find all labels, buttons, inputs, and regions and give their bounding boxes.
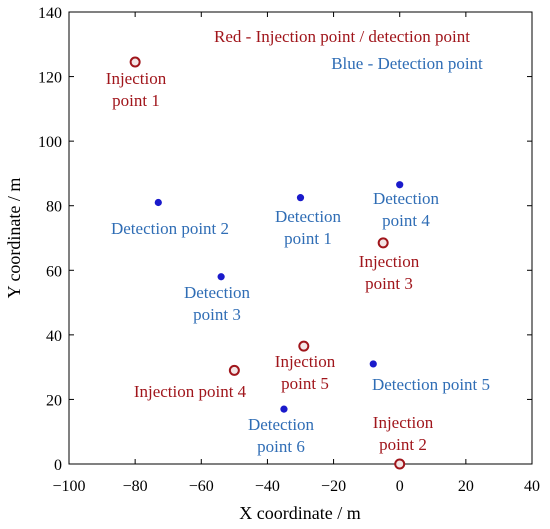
y-tick-label: 120 (38, 70, 62, 87)
injection-point-marker (228, 364, 240, 376)
detection-point-label: point 4 (382, 211, 430, 230)
injection-point-marker (129, 56, 141, 68)
injection-point-label: point 5 (281, 374, 329, 393)
y-tick-label: 60 (46, 263, 62, 280)
plot-frame (68, 11, 533, 465)
x-tick-label: −40 (255, 478, 280, 495)
detection-point-label: Detection point 2 (111, 219, 229, 238)
x-tick-label: 40 (524, 478, 540, 495)
y-tick-label: 20 (46, 392, 62, 409)
x-tick-label: −100 (52, 478, 85, 495)
detection-point-marker (280, 405, 288, 413)
x-axis-title: X coordinate / m (239, 503, 360, 523)
y-tick-label: 80 (46, 199, 62, 216)
detection-point-label: point 3 (193, 305, 241, 324)
detection-point-marker (296, 194, 305, 202)
y-tick-label: 100 (38, 134, 62, 151)
detection-point-label: Detection (373, 189, 440, 208)
y-tick-label: 140 (38, 5, 62, 22)
y-tick-label: 0 (54, 457, 62, 474)
injection-point-marker (394, 458, 406, 470)
injection-point-label: Injection (275, 352, 336, 371)
y-tick-label: 40 (46, 328, 62, 345)
detection-point-marker (217, 273, 225, 281)
axis-ticks (68, 11, 533, 465)
x-tick-label: −80 (123, 478, 148, 495)
x-tick-label: −60 (189, 478, 214, 495)
injection-point-label: point 2 (379, 435, 427, 454)
injection-point-label: Injection point 4 (134, 382, 247, 401)
x-tick-label: 0 (396, 478, 404, 495)
detection-point-label: Detection (184, 283, 251, 302)
x-tick-label: −20 (321, 478, 346, 495)
detection-point-label: point 1 (284, 229, 332, 248)
detection-point-marker (369, 360, 377, 368)
y-axis-title: Y coordinate / m (4, 178, 24, 299)
detection-point-marker (154, 198, 162, 207)
legend: Red - Injection point / detection point B… (214, 27, 483, 73)
x-tick-label: 20 (458, 478, 474, 495)
legend-entry: Red - Injection point / detection point (214, 27, 470, 46)
detection-point-label: Detection point 5 (372, 375, 490, 394)
detection-point-label: point 6 (257, 437, 305, 456)
injection-point-marker (377, 237, 389, 249)
injection-point-label: point 3 (365, 274, 413, 293)
legend-entry: Blue - Detection point (331, 54, 483, 73)
detection-point-label: Detection (248, 415, 315, 434)
injection-point-label: Injection (359, 252, 420, 271)
injection-point-label: Injection (373, 413, 434, 432)
data-points (129, 56, 406, 470)
injection-point-label: Injection (106, 69, 167, 88)
detection-point-marker (396, 181, 404, 189)
point-labels: Injection point 1 Injection point 2 Injectio… (106, 69, 490, 456)
tick-labels: −100 −80 −60 −40 −20 0 20 40 0 20 40 60 80 100 120 140 (38, 5, 540, 495)
detection-point-label: Detection (275, 207, 342, 226)
injection-point-marker (298, 340, 310, 352)
injection-point-label: point 1 (112, 91, 160, 110)
